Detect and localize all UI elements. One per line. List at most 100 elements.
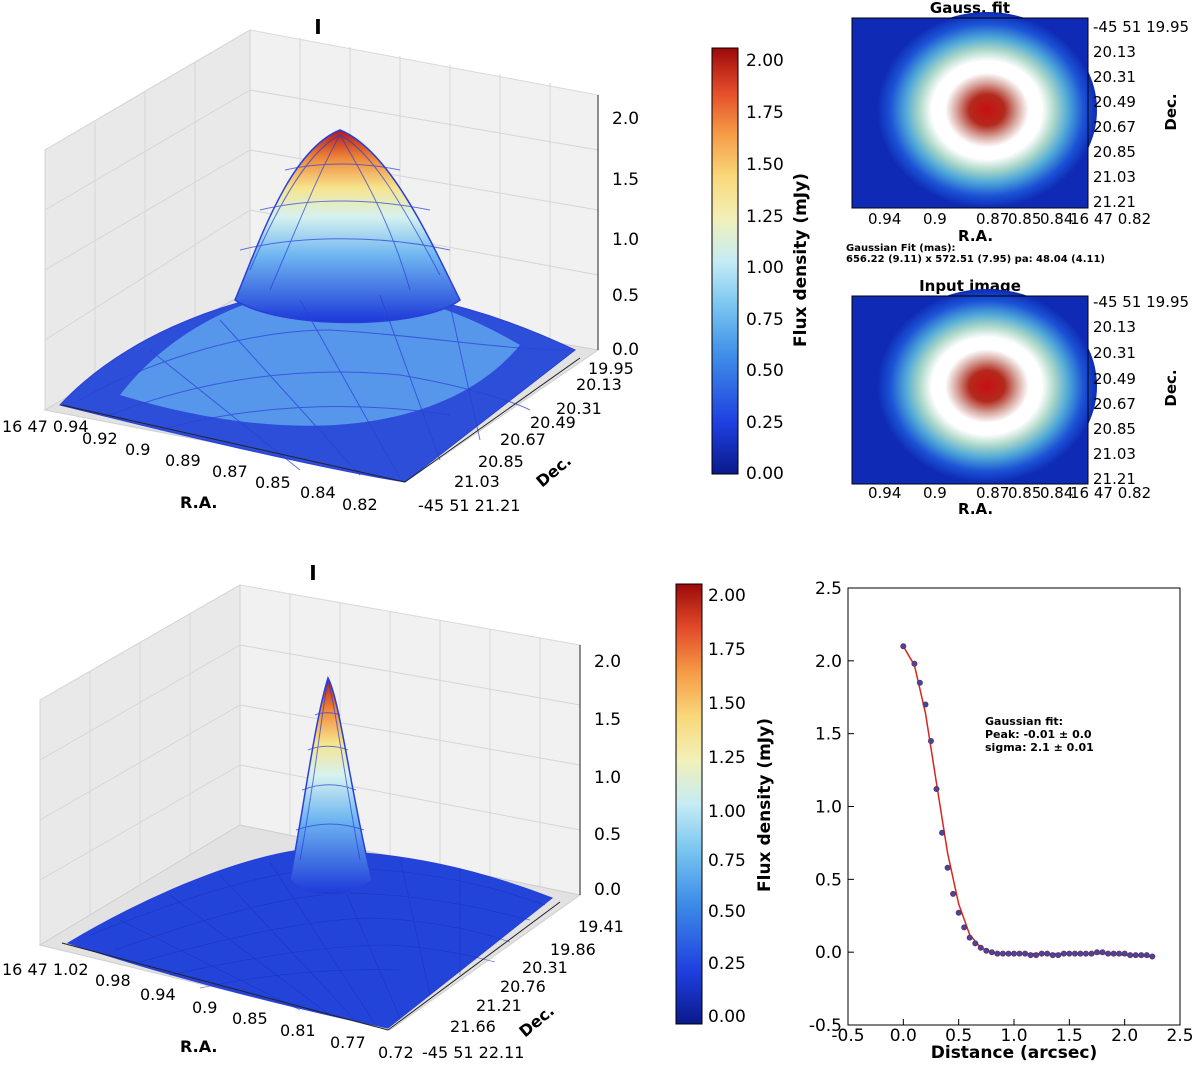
top-surface-plot: I 2.0 1.5 1.0 0.5 0.0 16 47 0.94 0.92 0.… (2, 15, 639, 515)
ra-tick: 0.9 (125, 440, 150, 459)
dec-tick: -45 51 19.95 (1093, 18, 1189, 36)
dec-tick: 21.03 (454, 472, 500, 491)
bottom-mesh-peak (295, 679, 365, 861)
ra-tick: 16 47 0.82 (1070, 484, 1151, 502)
data-point (922, 701, 929, 708)
top-z-ticks: 2.0 1.5 1.0 0.5 0.0 (612, 109, 639, 360)
z-tick: 0.0 (594, 880, 621, 900)
data-point (1038, 950, 1045, 957)
colorbar-tick: 0.50 (708, 902, 746, 922)
data-point (972, 940, 979, 947)
bottom-ra-ticks: 16 47 1.02 0.98 0.94 0.9 0.85 0.81 0.77 … (2, 960, 414, 1062)
dec-tick: 20.49 (530, 413, 576, 432)
top-colorbar-gradient (711, 47, 739, 475)
colorbar-tick: 0.00 (708, 1007, 746, 1027)
dec-tick: 20.13 (1093, 43, 1136, 61)
data-point (1016, 950, 1023, 957)
dec-tick: -45 51 21.21 (418, 496, 520, 515)
z-tick: 0.5 (594, 825, 621, 845)
data-point (1060, 950, 1067, 957)
z-tick: 1.5 (612, 170, 639, 190)
data-point (1077, 950, 1084, 957)
data-point (1110, 950, 1117, 957)
dec-tick: 20.85 (478, 452, 524, 471)
data-point (950, 890, 957, 897)
data-point (961, 924, 968, 931)
data-point (966, 934, 973, 941)
data-point (1099, 949, 1106, 956)
ra-tick: 16 47 1.02 (2, 960, 89, 979)
ra-tick: 0.77 (330, 1033, 366, 1052)
colorbar-tick: 0.25 (746, 413, 784, 433)
profile-annotation-line1: Gaussian fit: (985, 715, 1063, 728)
y-tick-label: 2.0 (815, 652, 842, 672)
bottom-colorbar-ticks: 2.00 1.75 1.50 1.25 1.00 0.75 0.50 0.25 … (708, 586, 746, 1027)
colorbar-tick: 1.00 (708, 802, 746, 822)
data-point (1105, 950, 1112, 957)
ra-tick: 0.9 (192, 998, 217, 1017)
dec-tick: 20.49 (1093, 370, 1136, 388)
gauss-fit-text-line1: Gaussian Fit (mas): (846, 243, 956, 254)
gauss-dec-ticks: -45 51 19.95 20.13 20.31 20.49 20.67 20.… (1093, 18, 1189, 211)
colorbar-tick: 0.75 (708, 851, 746, 871)
ra-tick: 16 47 0.94 (2, 417, 89, 436)
data-point (994, 950, 1001, 957)
input-image-blob (877, 289, 1097, 483)
bottom-surface-peak (289, 676, 373, 896)
profile-data-series (900, 643, 1156, 960)
ra-tick: 0.87 (976, 210, 1009, 228)
bottom-surface-plot: I 2.0 1.5 1.0 0.5 0.0 16 47 1.02 0.98 0.… (2, 561, 624, 1062)
ra-tick: 0.85 (232, 1009, 268, 1028)
data-point (933, 786, 940, 793)
dec-tick: 21.21 (1093, 470, 1136, 488)
data-point (1088, 950, 1095, 957)
data-point (1027, 952, 1034, 959)
ra-tick: 0.9 (923, 484, 947, 502)
ra-tick: 0.94 (868, 210, 901, 228)
colorbar-tick: 1.00 (746, 258, 784, 278)
dec-tick: 19.86 (550, 940, 596, 959)
data-point (1127, 952, 1134, 959)
colorbar-tick: 0.25 (708, 954, 746, 974)
data-point (1149, 953, 1156, 960)
y-tick-label: 0.0 (815, 943, 842, 963)
dec-tick: 20.13 (1093, 318, 1136, 336)
ra-tick: 0.81 (280, 1021, 316, 1040)
z-tick: 0.0 (612, 340, 639, 360)
dec-tick: 20.85 (1093, 420, 1136, 438)
ra-tick: 0.9 (923, 210, 947, 228)
profile-annotation-line2: Peak: -0.01 ± 0.0 (985, 728, 1092, 741)
ra-tick: 0.94 (868, 484, 901, 502)
input-dec-label: Dec. (1162, 369, 1180, 406)
ra-tick: 16 47 0.82 (1070, 210, 1151, 228)
data-point (1121, 950, 1128, 957)
dec-tick: 20.76 (500, 977, 546, 996)
dec-tick: 20.31 (556, 399, 602, 418)
x-tick-label: 0.0 (890, 1026, 917, 1046)
colorbar-tick: 1.75 (708, 640, 746, 660)
data-point (1011, 950, 1018, 957)
data-point (1082, 950, 1089, 957)
dec-tick: 20.49 (1093, 93, 1136, 111)
y-tick-label: 1.0 (815, 798, 842, 818)
data-point (1044, 950, 1051, 957)
z-tick: 2.0 (612, 109, 639, 129)
data-point (1143, 952, 1150, 959)
bottom-surface-title: I (309, 561, 316, 585)
data-point (1116, 950, 1123, 957)
dec-tick: 21.21 (1093, 193, 1136, 211)
dec-tick: 21.21 (476, 996, 522, 1015)
dec-tick: 21.03 (1093, 445, 1136, 463)
colorbar-tick: 1.75 (746, 103, 784, 123)
z-tick: 0.5 (612, 286, 639, 306)
gauss-dec-label: Dec. (1162, 93, 1180, 130)
colorbar-tick: 1.25 (708, 748, 746, 768)
ra-tick: 0.72 (378, 1043, 414, 1062)
bottom-z-ticks: 2.0 1.5 1.0 0.5 0.0 (594, 652, 621, 900)
colorbar-tick: 1.50 (708, 694, 746, 714)
colorbar-tick: 0.00 (746, 464, 784, 484)
ra-tick: 0.84 (300, 483, 336, 502)
bottom-grid (39, 594, 581, 915)
input-dec-ticks: -45 51 19.95 20.13 20.31 20.49 20.67 20.… (1093, 293, 1189, 488)
